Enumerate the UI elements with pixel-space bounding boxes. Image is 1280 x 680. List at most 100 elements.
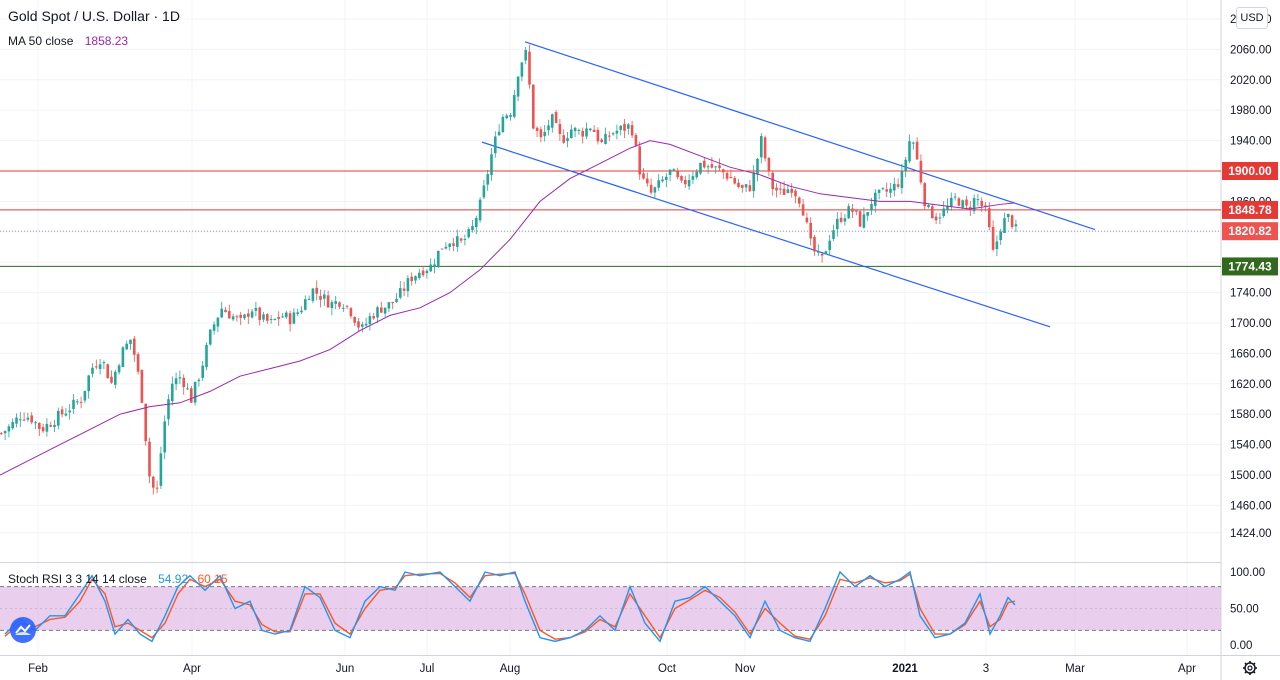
settings-gear-icon[interactable] [1243, 661, 1257, 675]
candle-down [357, 321, 360, 328]
trendlines[interactable] [481, 41, 1096, 328]
candle-down [532, 84, 535, 129]
candle-down [95, 366, 98, 368]
candle-up [1007, 213, 1010, 218]
candle-down [38, 422, 41, 429]
candle-up [995, 241, 999, 250]
candle-up [486, 174, 489, 185]
symbol-legend: Gold Spot / U.S. Dollar · 1D [8, 8, 182, 24]
candle-up [444, 246, 448, 249]
price-tick-label: 1424.00 [1230, 528, 1272, 540]
candle-down [748, 185, 752, 192]
candle-up [1003, 218, 1006, 234]
price-badge-label: 1900.00 [1228, 164, 1272, 178]
candle-down [782, 188, 786, 195]
candle-down [710, 164, 714, 168]
candle-up [174, 378, 178, 385]
candle-up [19, 419, 22, 421]
price-badge-label: 1820.82 [1228, 224, 1272, 238]
candle-up [828, 240, 831, 251]
date-tick-label: 3 [983, 663, 989, 675]
candle-up [311, 288, 315, 301]
candle-up [482, 185, 486, 198]
candle-up [760, 136, 763, 158]
candle-up [520, 62, 524, 77]
date-tick-label: Feb [28, 663, 48, 675]
candle-down [809, 222, 812, 239]
candle-down [235, 316, 239, 318]
price-tick-label: 1620.00 [1230, 379, 1272, 391]
candle-down [855, 210, 858, 212]
price-tick-label: 2060.00 [1230, 44, 1272, 56]
candle-up [866, 212, 869, 216]
candle-down [984, 205, 987, 207]
candle-down [372, 316, 375, 319]
candle-up [64, 413, 68, 416]
ma-label[interactable]: MA 50 close [8, 34, 74, 48]
price-tick-label: 1540.00 [1230, 440, 1272, 452]
candle-down [923, 183, 926, 207]
candle-down [349, 308, 353, 317]
candle-up [817, 251, 820, 253]
candle-down [0, 432, 3, 434]
candle-up [946, 205, 949, 210]
candle-down [182, 377, 185, 388]
candle-down [988, 208, 991, 228]
candle-up [281, 316, 284, 318]
candle-up [570, 129, 573, 138]
candle-up [611, 133, 615, 135]
candle-up [212, 324, 216, 331]
candle-up [687, 179, 691, 187]
price-badge-support [1222, 257, 1278, 276]
candle-down [239, 314, 242, 318]
candle-up [513, 95, 516, 117]
candle-up [300, 310, 303, 313]
price-tick-label: 2020.00 [1230, 75, 1272, 87]
candle-up [429, 264, 432, 272]
candle-up [323, 294, 326, 299]
candle-down [919, 160, 923, 183]
price-badge-label: 1774.43 [1228, 259, 1272, 273]
symbol-title[interactable]: Gold Spot / U.S. Dollar · 1D [8, 8, 180, 24]
candle-down [558, 123, 562, 134]
candle-up [414, 276, 417, 281]
date-tick-label: Jul [420, 663, 435, 675]
candle-up [953, 196, 957, 198]
candle-down [646, 178, 649, 184]
candle-down [288, 313, 292, 325]
candle-down [391, 301, 394, 304]
stoch-tick-label: 50.00 [1230, 604, 1259, 616]
candle-down [41, 427, 45, 432]
candle-up [406, 278, 410, 292]
price-badge-label: 1848.78 [1228, 203, 1272, 217]
candle-up [706, 166, 710, 168]
stoch-label[interactable]: Stoch RSI 3 3 14 14 close [8, 572, 147, 586]
candle-down [767, 157, 771, 171]
candle-down [630, 125, 634, 136]
candle-up [889, 188, 892, 193]
price-tick-label: 1580.00 [1230, 409, 1272, 421]
horizontal-levels[interactable] [0, 170, 1221, 267]
stoch-legend: Stoch RSI 3 3 14 14 close 54.92 60.15 [8, 572, 230, 586]
ma-legend: MA 50 close 1858.23 [8, 34, 130, 48]
candle-up [672, 169, 676, 171]
candle-up [83, 390, 87, 401]
candle-up [494, 136, 497, 154]
upper-channel-trendline [524, 41, 1096, 231]
tradingview-logo-icon[interactable] [10, 617, 36, 643]
candle-up [862, 214, 866, 228]
candle-up [114, 371, 117, 385]
candle-down [980, 200, 983, 206]
candle-up [102, 362, 106, 364]
candle-down [703, 160, 706, 168]
currency-button[interactable]: USD [1236, 7, 1268, 29]
candle-up [117, 365, 121, 373]
date-tick-label: Oct [658, 663, 677, 675]
candle-up [330, 302, 334, 309]
candle-down [771, 172, 774, 190]
stoch-tick-label: 0.00 [1230, 640, 1252, 652]
candle-up [205, 344, 208, 368]
candle-up [68, 410, 71, 413]
candle-down [133, 338, 136, 355]
